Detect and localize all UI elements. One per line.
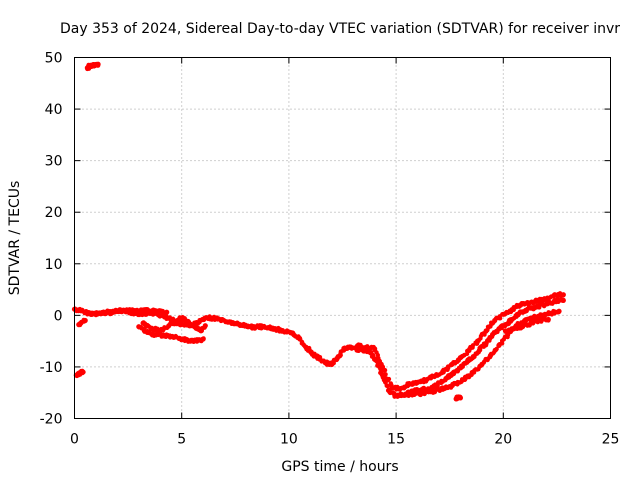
data-point	[457, 395, 464, 401]
y-tick-label: 40	[45, 102, 63, 118]
plot-frame	[74, 57, 611, 419]
series-outliers	[73, 61, 464, 402]
data-point-fill	[385, 378, 391, 383]
data-point	[556, 308, 562, 314]
data-points	[71, 61, 566, 402]
x-axis-label: GPS time / hours	[281, 459, 398, 475]
data-point-fill	[385, 383, 390, 389]
data-point	[80, 369, 86, 375]
x-tick-labels: 0 5 10 15 20 25	[70, 432, 619, 448]
data-point	[560, 297, 566, 304]
x-tick-label: 5	[177, 432, 186, 448]
x-tick-label: 0	[70, 432, 79, 448]
y-tick-label: 0	[54, 308, 63, 324]
chart-title: Day 353 of 2024, Sidereal Day-to-day VTE…	[60, 21, 620, 37]
data-point-fill	[383, 372, 388, 377]
data-point	[545, 316, 551, 323]
grid-lines	[74, 57, 611, 419]
x-tick-label: 10	[280, 432, 298, 448]
series-loops	[140, 315, 551, 334]
y-tick-label: -20	[40, 412, 63, 428]
y-tick-label: 20	[45, 205, 63, 221]
y-tick-label: 50	[45, 51, 63, 67]
y-tick-label: 30	[45, 154, 63, 170]
x-tick-label: 20	[494, 432, 512, 448]
y-axis-label: SDTVAR / TECUs	[7, 181, 23, 296]
data-point	[202, 323, 208, 329]
axis-ticks	[74, 57, 611, 419]
data-point-fill	[382, 368, 388, 373]
data-point	[95, 61, 101, 67]
data-point	[200, 336, 206, 342]
series-main-band	[71, 296, 566, 399]
x-tick-label: 15	[387, 432, 405, 448]
data-point	[164, 309, 170, 315]
data-point	[82, 317, 88, 324]
data-point	[560, 292, 566, 298]
x-tick-label: 25	[602, 432, 620, 448]
y-tick-labels: -20 -10 0 10 20 30 40 50	[40, 51, 63, 428]
y-tick-label: -10	[40, 360, 63, 376]
series-upper-branch	[89, 291, 566, 392]
series-lower-branch	[76, 308, 562, 399]
data-point-fill	[481, 360, 486, 365]
y-tick-label: 10	[45, 257, 63, 273]
